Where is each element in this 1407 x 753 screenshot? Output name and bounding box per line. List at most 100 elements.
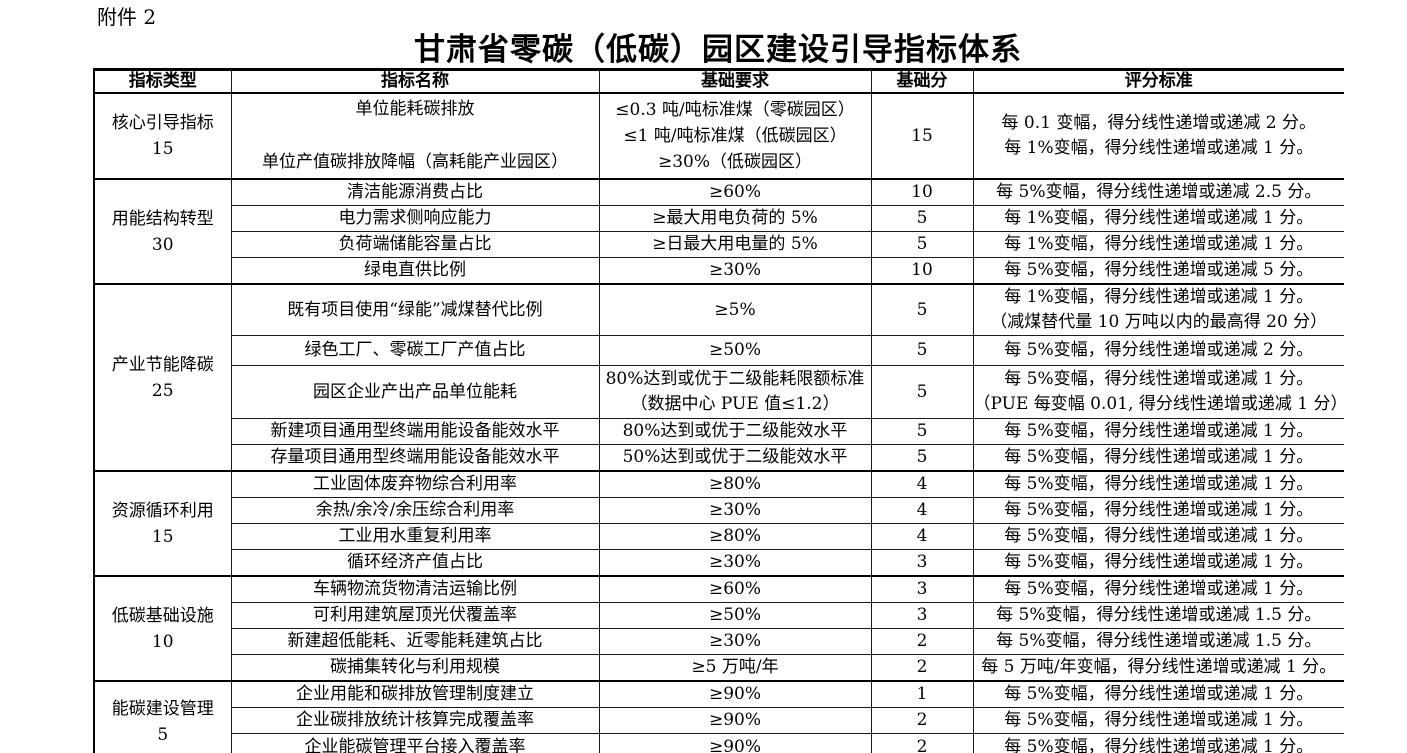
scoring-standard-cell-text: 每 5%变幅，得分线性递增或递减 1 分。 [1004, 421, 1314, 441]
basic-requirement-cell: ≥30% [598, 257, 872, 285]
basic-requirement-cell-text: 80%达到或优于二级能耗限额标准 [605, 369, 865, 389]
table-row: 存量项目通用型终端用能设备能效水平 50%达到或优于二级能效水平 5 每 5%变幅，得… [94, 444, 1344, 472]
table-header-row: 指标类型 指标名称 基础要求 基础分 评分标准 [93, 69, 1344, 94]
basic-score-cell: 10 [870, 178, 974, 206]
basic-score-cell-text: 5 [916, 447, 928, 467]
scoring-standard-cell-text: 每 5%变幅，得分线性递增或递减 1 分。 [1004, 684, 1314, 704]
basic-requirement-cell: ≥60% [598, 575, 872, 603]
indicator-name-cell-text: 可利用建筑屋顶光伏覆盖率 [313, 605, 517, 625]
indicator-name-cell: 绿电直供比例 [230, 257, 600, 285]
indicator-name-cell-text: 车辆物流货物清洁运输比例 [313, 579, 517, 599]
scoring-standard-cell: 每 5%变幅，得分线性递增或递减 1 分。 [972, 707, 1344, 734]
indicator-type-total-score: 30 [151, 234, 174, 255]
scoring-standard-cell: 每 5%变幅，得分线性递增或递减 1 分。 [972, 523, 1344, 550]
header-indicator-name: 指标名称 [230, 69, 600, 94]
indicator-name-cell: 园区企业产出产品单位能耗 [230, 365, 600, 419]
basic-requirement-cell: ≥最大用电负荷的 5% [598, 205, 872, 232]
basic-score-cell-text: 5 [916, 208, 928, 228]
table-row: 余热/余冷/余压综合利用率 ≥30% 4 每 5%变幅，得分线性递增或递减 1 分。 [94, 497, 1344, 524]
basic-requirement-cell-text: ≥30% [708, 500, 762, 520]
basic-score-cell: 4 [870, 523, 974, 550]
basic-score-cell: 5 [870, 365, 974, 419]
scoring-standard-cell: 每 5%变幅，得分线性递增或递减 1 分。 [972, 470, 1344, 498]
scoring-standard-cell: 每 5%变幅，得分线性递增或递减 1 分。 [972, 497, 1344, 524]
basic-requirement-cell: ≤0.3 吨/吨标准煤（零碳园区） ≤1 吨/吨标准煤（低碳园区） ≥30%（低碳园… [598, 92, 872, 180]
indicator-type-total-score: 15 [151, 139, 174, 159]
scoring-standard-cell-text: 每 5 万吨/年变幅，得分线性递增或递减 1 分。 [981, 657, 1337, 677]
scoring-standard-cell-text: 每 1%变幅，得分线性递增或递减 1 分。 [1004, 287, 1314, 307]
indicator-table: 指标类型 指标名称 基础要求 基础分 评分标准 核心引导指标 15 单位能耗碳排放单… [93, 68, 1344, 753]
scoring-standard-cell-text: 每 5%变幅，得分线性递增或递减 1.5 分。 [996, 605, 1322, 625]
header-basic-score: 基础分 [870, 69, 974, 94]
scoring-standard-cell-text: 每 5%变幅，得分线性递增或递减 1 分。 [1004, 500, 1314, 520]
table-row: 工业用水重复利用率 ≥80% 4 每 5%变幅，得分线性递增或递减 1 分。 [94, 523, 1344, 550]
basic-requirement-cell: ≥5% [598, 283, 872, 336]
basic-score-cell: 5 [870, 418, 974, 445]
scoring-standard-cell-text: 每 5%变幅，得分线性递增或递减 1.5 分。 [996, 631, 1322, 651]
basic-score-cell-text: 15 [911, 125, 933, 146]
basic-score-cell: 5 [870, 335, 974, 366]
basic-requirement-cell-text: ≥5 万吨/年 [691, 657, 779, 677]
indicator-name-cell: 循环经济产值占比 [230, 549, 600, 577]
scoring-standard-cell-text: 每 1%变幅，得分线性递增或递减 1 分。 [1004, 234, 1314, 254]
indicator-type-cell: 用能结构转型 30 [93, 178, 232, 285]
scoring-standard-cell: 每 5%变幅，得分线性递增或递减 1 分。 [972, 575, 1344, 603]
table-row: 碳捕集转化与利用规模 ≥5 万吨/年 2 每 5 万吨/年变幅，得分线性递增或递减 1… [94, 654, 1344, 682]
indicator-name-cell: 电力需求侧响应能力 [230, 205, 600, 232]
basic-requirement-cell-text: ≥60% [708, 182, 762, 202]
basic-score-cell-text: 5 [916, 340, 928, 360]
scoring-standard-cell-text: 每 1%变幅，得分线性递增或递减 1 分。 [1004, 138, 1314, 158]
basic-score-cell: 1 [870, 680, 974, 708]
indicator-name-cell: 企业用能和碳排放管理制度建立 [230, 680, 600, 708]
indicator-name-cell-text: 工业用水重复利用率 [338, 526, 492, 546]
basic-score-cell: 2 [870, 628, 974, 655]
basic-requirement-cell: ≥80% [598, 470, 872, 498]
basic-requirement-cell: ≥80% [598, 523, 872, 550]
indicator-type-label: 资源循环利用 [111, 500, 214, 521]
basic-requirement-cell-text: ≥60% [708, 579, 762, 599]
indicator-name-cell-text: 循环经济产值占比 [347, 552, 483, 572]
indicator-name-cell-text: 清洁能源消费占比 [347, 182, 483, 202]
basic-requirement-cell-text: ≥日最大用电量的 5% [652, 234, 818, 254]
basic-score-cell-text: 4 [916, 500, 928, 520]
table-row: 资源循环利用 15 工业固体废弃物综合利用率 ≥80% 4 每 5%变幅，得分线性递增或递… [93, 470, 1344, 577]
table-row: 负荷端储能容量占比 ≥日最大用电量的 5% 5 每 1%变幅，得分线性递增或递减 1 … [94, 231, 1344, 258]
basic-score-cell: 2 [870, 654, 974, 682]
table-row: 能碳建设管理 5 企业用能和碳排放管理制度建立 ≥90% 1 每 5%变幅，得分线性递增或… [93, 680, 1344, 753]
indicator-name-cell-text: 单位产值碳排放降幅（高耗能产业园区） [262, 152, 568, 172]
indicator-name-cell: 既有项目使用“绿能”减煤替代比例 [230, 283, 600, 336]
indicator-name-cell-text: 企业能碳管理平台接入覆盖率 [304, 737, 526, 753]
attachment-label: 附件 2 [97, 5, 157, 29]
basic-requirement-cell-text: ≤1 吨/吨标准煤（低碳园区） [623, 126, 847, 146]
header-basic-requirement: 基础要求 [598, 69, 872, 94]
indicator-type-label: 产业节能降碳 [111, 354, 214, 375]
basic-requirement-cell: 80%达到或优于二级能效水平 [598, 418, 872, 445]
basic-requirement-cell-text: （数据中心 PUE 值≤1.2） [630, 394, 840, 414]
scoring-standard-cell: 每 5%变幅，得分线性递增或递减 1 分。 [972, 418, 1344, 445]
basic-score-cell-text: 3 [916, 605, 928, 625]
table-row: 循环经济产值占比 ≥30% 3 每 5%变幅，得分线性递增或递减 1 分。 [94, 549, 1344, 577]
indicator-name-cell-text: 负荷端储能容量占比 [338, 234, 492, 254]
basic-score-cell-text: 3 [916, 579, 928, 599]
basic-score-cell: 3 [870, 575, 974, 603]
indicator-name-cell: 余热/余冷/余压综合利用率 [230, 497, 600, 524]
indicator-type-cell: 资源循环利用 15 [93, 470, 232, 577]
basic-requirement-cell-text: ≥50% [708, 340, 762, 360]
basic-requirement-cell: ≥日最大用电量的 5% [598, 231, 872, 258]
indicator-type-total-score: 10 [151, 631, 174, 652]
basic-requirement-cell: ≥30% [598, 549, 872, 577]
indicator-table-body: 核心引导指标 15 单位能耗碳排放 单位产值碳排放降幅（高耗能产业园区） ≤0.3 吨/… [93, 92, 1344, 753]
basic-requirement-cell-text: ≥50% [708, 605, 762, 625]
basic-score-cell-text: 10 [911, 182, 933, 202]
scoring-standard-cell-text: 每 5%变幅，得分线性递增或递减 1 分。 [1004, 447, 1314, 467]
basic-score-cell: 5 [870, 444, 974, 472]
indicator-name-cell-text: 电力需求侧响应能力 [338, 208, 492, 228]
basic-score-cell: 3 [870, 602, 974, 629]
scoring-standard-cell-text: 每 5%变幅，得分线性递增或递减 1 分。 [1004, 369, 1314, 389]
scoring-standard-cell: 每 1%变幅，得分线性递增或递减 1 分。 （减煤替代量 10 万吨以内的最高得 … [972, 283, 1344, 336]
scoring-standard-cell-text: 每 5%变幅，得分线性递增或递减 5 分。 [1004, 260, 1314, 280]
table-row: 新建项目通用型终端用能设备能效水平 80%达到或优于二级能效水平 5 每 5%变幅，得… [94, 418, 1344, 445]
basic-requirement-cell-text: ≥30% [708, 260, 762, 280]
indicator-name-cell-text: 新建超低能耗、近零能耗建筑占比 [287, 631, 543, 651]
indicator-name-cell: 清洁能源消费占比 [230, 178, 600, 206]
